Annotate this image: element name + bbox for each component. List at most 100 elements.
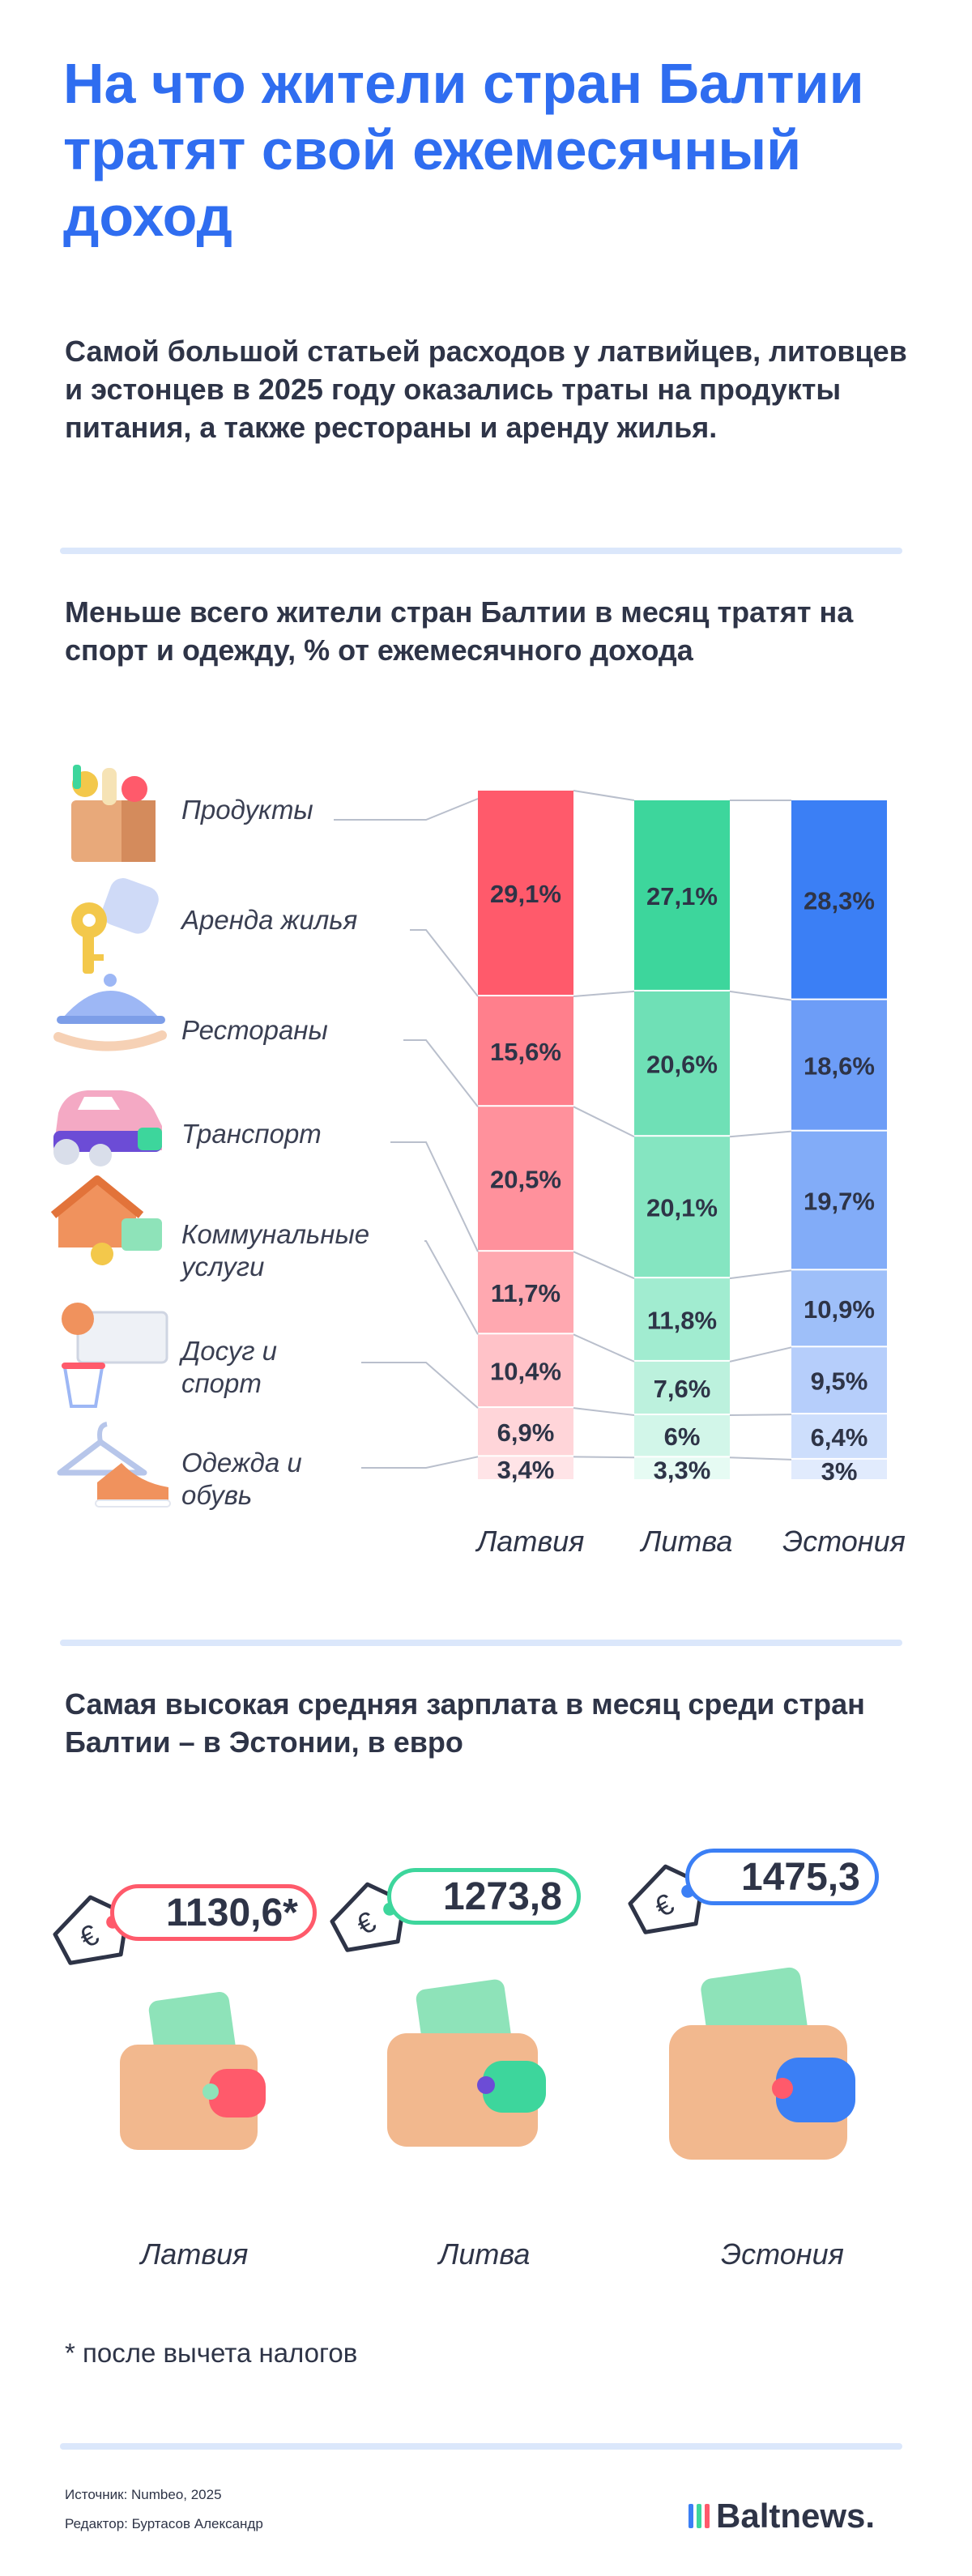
bar-segment — [634, 1457, 730, 1479]
bar-segment — [478, 1408, 573, 1456]
price-tag-icon: € — [330, 1882, 407, 1952]
bar-segment — [634, 1361, 730, 1414]
basketball-hoop-icon — [62, 1303, 168, 1408]
category-label-restaurants: Рестораны — [181, 1015, 328, 1045]
bar-segment — [478, 1334, 573, 1407]
data-label: 9,5% — [811, 1367, 868, 1396]
section-title-spending: Меньше всего жители стран Балтии в месяц… — [65, 595, 854, 667]
leader-line — [390, 1141, 479, 1252]
data-label: 10,4% — [490, 1358, 561, 1386]
data-label: 28,3% — [804, 886, 875, 915]
bar-segment — [478, 1252, 573, 1333]
bar-segment — [791, 1414, 887, 1458]
bar-segment — [791, 1459, 887, 1479]
bar-segment — [634, 1137, 730, 1277]
connector-line — [573, 1251, 635, 1280]
category-label-transport: Транспорт — [181, 1119, 322, 1149]
bar-segment — [478, 791, 573, 996]
data-label: 18,6% — [804, 1052, 875, 1081]
footnote: * после вычета налогов — [65, 2338, 358, 2368]
country-label-lithuania: Литва — [641, 1525, 733, 1558]
section-title-salary: Самая высокая средняя зарплата в месяц с… — [65, 1687, 865, 1759]
category-label-utilities: Коммунальные услуги — [181, 1219, 370, 1282]
bar-segment — [634, 800, 730, 990]
bar-segment — [791, 800, 887, 999]
bar-segment — [478, 1107, 573, 1251]
bar-segment — [791, 1270, 887, 1346]
page-title: На что жители стран Балтии тратят свой е… — [63, 52, 864, 248]
salary-country-estonia: Эстония — [721, 2237, 844, 2271]
connector-line — [573, 1456, 635, 1459]
data-label: 11,8% — [647, 1307, 717, 1335]
data-label: 10,9% — [804, 1295, 875, 1324]
logo-bars-icon — [688, 2504, 710, 2528]
spending-chart: 29,1% 15,6% 20,5% 11,7% 10,4% 6,9% 3,4% 27,1% 20… — [50, 765, 887, 1508]
category-label-rent: Аренда жилья — [181, 905, 358, 935]
data-label: 6% — [664, 1422, 701, 1451]
bar-segment — [634, 1278, 730, 1360]
connector-line — [729, 1456, 792, 1461]
data-label: 27,1% — [646, 882, 718, 911]
bar-segment — [478, 1456, 573, 1479]
data-label: 29,1% — [490, 880, 561, 908]
price-tag-icon: € — [628, 1864, 705, 1934]
car-icon — [53, 1090, 162, 1166]
key-icon — [71, 878, 159, 974]
wallet-icon — [120, 1992, 266, 2150]
data-label: 19,7% — [804, 1188, 875, 1216]
salary-country-lithuania: Литва — [438, 2237, 531, 2271]
category-label-leisure: Досуг и спорт — [181, 1336, 278, 1398]
leader-line — [361, 1456, 479, 1469]
data-label: 20,1% — [646, 1194, 718, 1222]
wallet-icon — [387, 1979, 546, 2147]
connector-line — [729, 1414, 792, 1417]
salary-value-text: 1475,3 — [741, 1855, 860, 1899]
bar-segment — [791, 1000, 887, 1130]
bar-segment — [478, 996, 573, 1106]
salary-value-text: 1273,8 — [443, 1874, 562, 1918]
data-label: 7,6% — [654, 1375, 711, 1403]
bar-segment — [791, 1347, 887, 1414]
salary-value-latvia: 1130,6* — [110, 1884, 317, 1941]
connector-line — [573, 1106, 635, 1138]
salary-value-text: 1130,6* — [166, 1891, 298, 1934]
grocery-bag-icon — [71, 765, 156, 862]
bar-segment — [634, 991, 730, 1136]
data-label: 3,3% — [654, 1456, 711, 1485]
country-label-estonia: Эстония — [782, 1525, 906, 1558]
page-subtitle: Самой большой статьей расходов у латвийц… — [65, 335, 907, 444]
editor-text: Редактор: Буртасов Александр — [65, 2516, 263, 2531]
category-label-clothing: Одежда и обувь — [181, 1448, 302, 1510]
divider — [60, 1640, 902, 1646]
leader-line — [410, 929, 479, 997]
leader-line — [403, 1039, 479, 1107]
leader-line — [334, 798, 479, 821]
data-label: 3,4% — [497, 1456, 555, 1484]
price-tag-icon: € — [53, 1895, 130, 1965]
connector-line — [729, 1269, 792, 1280]
data-label: 11,7% — [491, 1279, 561, 1307]
connector-line — [573, 1407, 635, 1417]
leader-line — [424, 1240, 479, 1335]
serving-cloche-icon — [53, 974, 167, 1051]
hanger-sneaker-icon — [57, 1422, 171, 1508]
connector-line — [573, 790, 635, 801]
divider — [60, 2443, 902, 2450]
wallet-icon — [669, 1967, 855, 2160]
data-label: 3% — [821, 1457, 858, 1486]
connector-line — [729, 990, 792, 1001]
house-money-icon — [50, 1175, 162, 1265]
salary-chart: € € € — [53, 1864, 855, 2160]
data-label: 6,9% — [497, 1418, 555, 1447]
logo-text: Baltnews. — [716, 2497, 876, 2535]
country-label-latvia: Латвия — [476, 1525, 585, 1558]
connector-line — [573, 1333, 635, 1363]
source-text: Источник: Numbeo, 2025 — [65, 2487, 222, 2502]
salary-value-estonia: 1475,3 — [685, 1849, 879, 1905]
leader-line — [361, 1362, 479, 1409]
salary-value-lithuania: 1273,8 — [387, 1868, 581, 1925]
salary-country-latvia: Латвия — [140, 2237, 249, 2271]
divider — [60, 548, 902, 554]
data-label: 20,5% — [490, 1166, 561, 1194]
category-label-products: Продукты — [181, 795, 313, 825]
